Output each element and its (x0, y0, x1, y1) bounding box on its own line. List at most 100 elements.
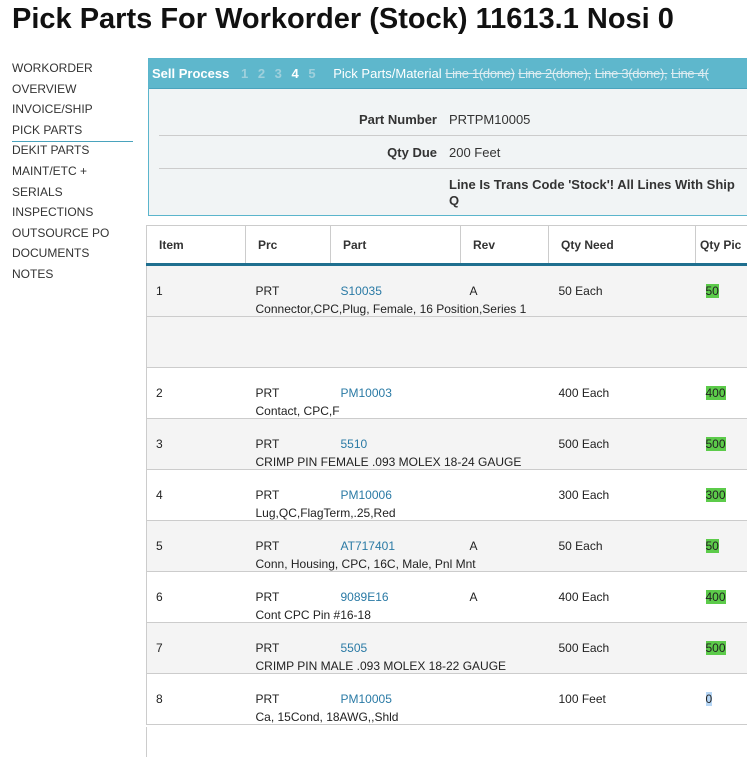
rev-cell (460, 622, 549, 674)
nav-invoice-ship[interactable]: INVOICE/SHIP (12, 102, 93, 117)
nav-dekit-parts[interactable]: DEKIT PARTS (12, 143, 90, 158)
table-row: 5 PRT Conn, Housing, CPC, 16C, Male, Pnl … (146, 520, 747, 572)
pick-panel: Sell Process 1 2 3 4 5 Pick Parts/Materi… (148, 58, 747, 216)
part-description: CRIMP PIN MALE .093 MOLEX 18-22 GAUGE (255, 659, 507, 673)
prc-value: PRT (255, 284, 280, 298)
part-number-value: PRTPM10005 (449, 112, 531, 127)
table-row: 8 PRT Ca, 15Cond, 18AWG,,Shld PM10005 100… (146, 673, 747, 725)
part-cell: AT717401 (330, 520, 461, 572)
qty-need-cell: 400 Each (548, 367, 696, 419)
part-cell: S10035 (330, 264, 461, 317)
table-row: 6 PRT Cont CPC Pin #16-18 9089E16 A 400 E… (146, 571, 747, 623)
step-5[interactable]: 5 (308, 66, 316, 81)
qty-pick-value[interactable]: 400 (705, 386, 726, 400)
part-link[interactable]: PM10006 (340, 488, 392, 502)
qty-pick-cell: 50 (695, 264, 747, 317)
nav-maint-etc[interactable]: MAINT/ETC + (12, 163, 88, 178)
qty-pick-cell: 0 (695, 673, 747, 725)
nav-pick-parts[interactable]: PICK PARTS (12, 122, 133, 143)
qty-pick-value[interactable]: 50 (705, 539, 719, 553)
step-4[interactable]: 4 (291, 66, 299, 81)
qty-due-row: Qty Due 200 Feet (159, 136, 747, 169)
qty-pick-value[interactable]: 300 (705, 488, 726, 502)
qty-need-cell: 100 Feet (548, 673, 696, 725)
part-link[interactable]: PM10005 (340, 692, 392, 706)
col-prc[interactable]: Prc (245, 225, 331, 266)
prc-cell: PRT Cont CPC Pin #16-18 (245, 571, 371, 623)
part-link[interactable]: S10035 (340, 284, 382, 298)
nav-documents[interactable]: DOCUMENTS (12, 246, 90, 261)
nav-notes[interactable]: NOTES (12, 266, 54, 281)
prc-cell: PRT Contact, CPC,F (245, 367, 340, 419)
part-link[interactable]: 5510 (340, 437, 368, 451)
part-cell: PM10006 (330, 469, 461, 521)
table-row: 7 PRT CRIMP PIN MALE .093 MOLEX 18-22 GAU… (146, 622, 747, 674)
qty-pick-value[interactable]: 500 (705, 437, 726, 451)
table-border (146, 727, 147, 757)
item-cell: 7 (146, 622, 246, 674)
prc-value: PRT (255, 590, 280, 604)
part-cell: 5505 (330, 622, 461, 674)
nav-overview[interactable]: OVERVIEW (12, 81, 77, 96)
prc-cell: PRT CRIMP PIN MALE .093 MOLEX 18-22 GAUGE (245, 622, 507, 674)
part-link[interactable]: 9089E16 (340, 590, 389, 604)
nav-serials[interactable]: SERIALS (12, 184, 63, 199)
qty-pick-cell: 50 (695, 520, 747, 572)
col-qty-need[interactable]: Qty Need (548, 225, 696, 266)
process-bar: Sell Process 1 2 3 4 5 Pick Parts/Materi… (149, 59, 747, 89)
item-cell: 4 (146, 469, 246, 521)
table-row: 2 PRT Contact, CPC,F PM10003 400 Each 400 (146, 367, 747, 419)
step-1[interactable]: 1 (240, 66, 249, 81)
item-cell: 2 (146, 367, 246, 419)
prc-value: PRT (255, 488, 280, 502)
qty-pick-cell: 300 (695, 469, 747, 521)
col-item[interactable]: Item (146, 225, 246, 266)
step-3[interactable]: 3 (274, 66, 282, 81)
qty-pick-value[interactable]: 500 (705, 641, 726, 655)
process-label: Sell Process (152, 66, 230, 81)
part-link[interactable]: 5505 (340, 641, 368, 655)
prc-value: PRT (255, 437, 280, 451)
stock-notice: Line Is Trans Code 'Stock'! All Lines Wi… (449, 177, 735, 208)
step-2[interactable]: 2 (257, 66, 266, 81)
qty-need-cell: 50 Each (548, 520, 696, 572)
qty-need-cell: 50 Each (548, 264, 696, 317)
table-row: 3 PRT CRIMP PIN FEMALE .093 MOLEX 18-24 G… (146, 418, 747, 470)
spacer-cell (146, 316, 747, 368)
prc-value: PRT (255, 692, 280, 706)
part-cell: 9089E16 (330, 571, 461, 623)
part-description: Ca, 15Cond, 18AWG,,Shld (255, 710, 399, 724)
prc-cell: PRT Conn, Housing, CPC, 16C, Male, Pnl Mn… (245, 520, 476, 572)
nav-outsource-po[interactable]: OUTSOURCE PO (12, 225, 110, 240)
part-number-label: Part Number (358, 112, 437, 127)
col-rev[interactable]: Rev (460, 225, 549, 266)
done-line-2: Line 2(done), (518, 66, 591, 81)
qty-pick-value[interactable]: 0 (705, 692, 713, 706)
table-row: 4 PRT Lug,QC,FlagTerm,.25,Red PM10006 300… (146, 469, 747, 521)
col-part[interactable]: Part (330, 225, 461, 266)
nav-inspections[interactable]: INSPECTIONS (12, 205, 94, 220)
part-link[interactable]: AT717401 (340, 539, 396, 553)
part-description: Contact, CPC,F (255, 404, 340, 418)
qty-need-cell: 500 Each (548, 418, 696, 470)
item-cell: 8 (146, 673, 246, 725)
notice-row: Line Is Trans Code 'Stock'! All Lines Wi… (159, 169, 747, 215)
spacer-row (146, 316, 747, 368)
prc-cell: PRT Connector,CPC,Plug, Female, 16 Positi… (245, 264, 526, 317)
qty-pick-value[interactable]: 50 (705, 284, 719, 298)
qty-pick-cell: 400 (695, 367, 747, 419)
qty-pick-value[interactable]: 400 (705, 590, 726, 604)
sidebar-nav: WORKORDER OVERVIEW INVOICE/SHIP PICK PAR… (12, 60, 133, 287)
nav-workorder[interactable]: WORKORDER (12, 61, 93, 75)
part-link[interactable]: PM10003 (340, 386, 392, 400)
item-cell: 5 (146, 520, 246, 572)
col-qty-pick[interactable]: Qty Pic (695, 225, 747, 266)
page-title: Pick Parts For Workorder (Stock) 11613.1… (12, 3, 674, 35)
part-description: Cont CPC Pin #16-18 (255, 608, 371, 622)
qty-pick-cell: 500 (695, 418, 747, 470)
process-title: Pick Parts/Material (333, 66, 442, 81)
prc-value: PRT (255, 386, 280, 400)
rev-cell (460, 367, 549, 419)
part-number-row: Part Number PRTPM10005 (159, 103, 747, 136)
item-cell: 1 (146, 264, 246, 317)
